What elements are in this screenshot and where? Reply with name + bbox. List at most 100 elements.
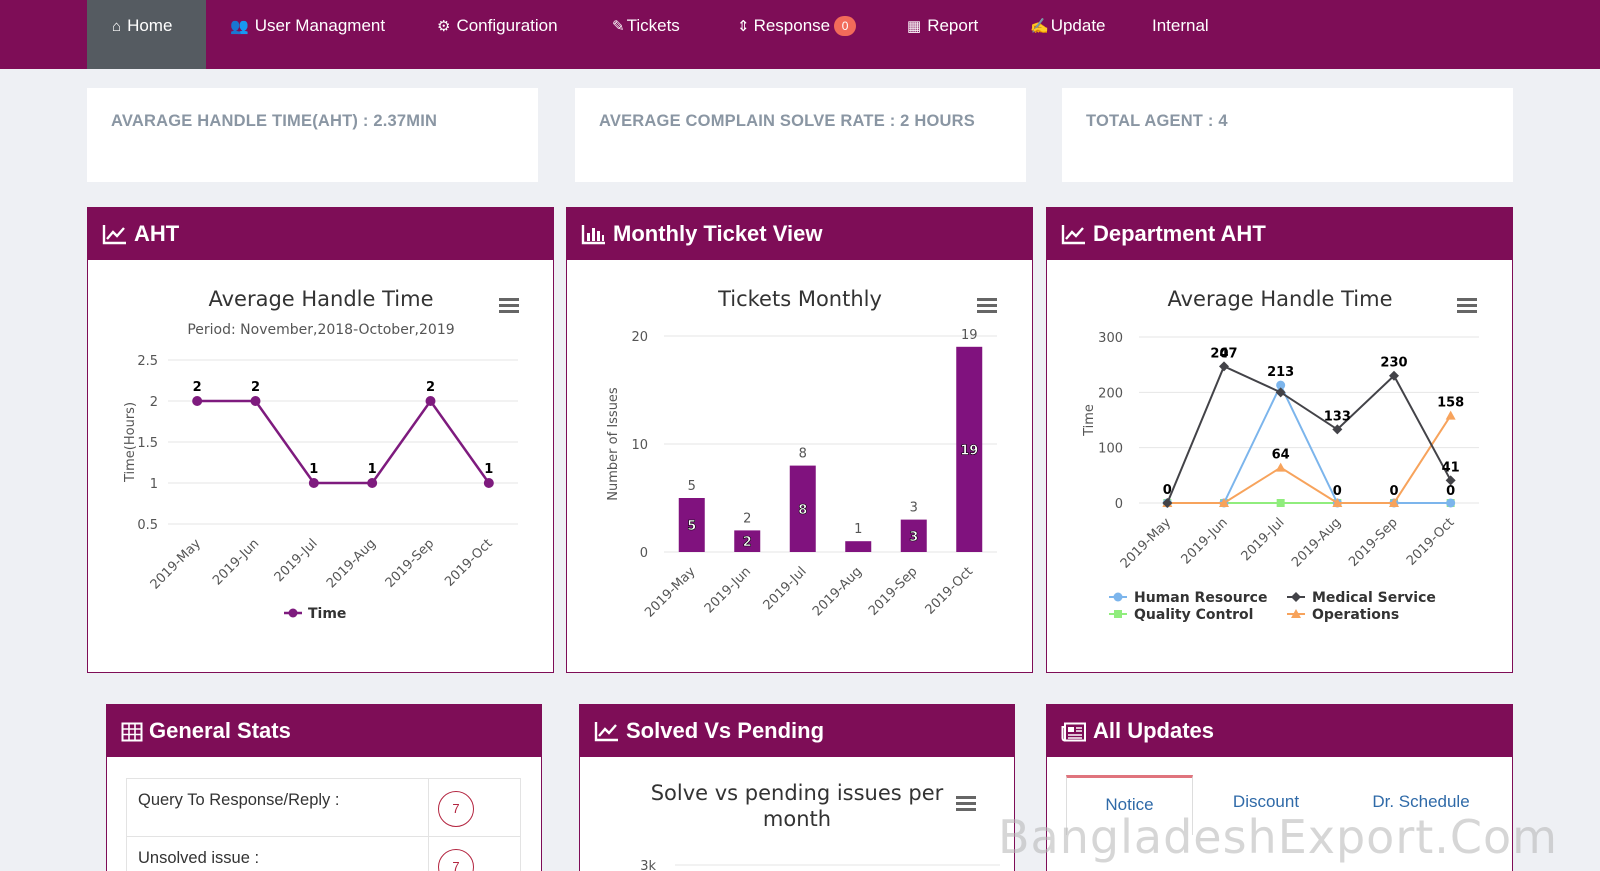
y-tick-label: 1.5	[137, 436, 158, 451]
chart-menu-icon[interactable]	[956, 796, 976, 811]
stat-count-badge: 7	[438, 791, 474, 827]
bar-inner-label: 5	[687, 519, 696, 534]
tab-notice[interactable]: Notice	[1066, 775, 1193, 835]
nav-response[interactable]: ⇕ Response 0	[737, 0, 857, 69]
data-point	[1389, 498, 1399, 507]
nav-update[interactable]: ✍ Update	[1030, 0, 1106, 69]
response-count-badge: 0	[834, 16, 857, 36]
chart-menu-icon[interactable]	[499, 298, 519, 313]
general-stats-panel-header: General Stats	[107, 705, 541, 757]
chart-menu-icon[interactable]	[1457, 298, 1477, 313]
users-icon: 👥	[230, 18, 249, 35]
data-point	[1446, 498, 1456, 508]
y-tick-label: 20	[631, 330, 648, 345]
data-label: 0	[1163, 483, 1172, 498]
bar	[678, 498, 705, 552]
bar-inner-label: 8	[798, 503, 807, 518]
monthly-ticket-panel-header: Monthly Ticket View	[567, 208, 1032, 260]
legend-marker	[288, 608, 298, 618]
nav-tickets[interactable]: ✎ Tickets	[612, 0, 680, 69]
nav-home[interactable]: ⌂ Home	[87, 0, 206, 69]
x-tick-label: 2019-Jul	[761, 564, 810, 613]
solve-rate-stat-text: AVERAGE COMPLAIN SOLVE RATE : 2 HOURS	[599, 112, 975, 130]
tab-discount[interactable]: Discount	[1232, 792, 1300, 811]
general-stats-table: Query To Response/Reply : 7 Unsolved iss…	[126, 778, 521, 871]
line-chart-icon	[1061, 212, 1087, 264]
y-axis-label: Time	[1082, 404, 1097, 437]
data-label: 41	[1442, 460, 1460, 475]
data-point	[425, 396, 436, 406]
data-label: 0	[1333, 484, 1342, 499]
data-label: 64	[1272, 448, 1290, 463]
series-line-time	[197, 398, 490, 485]
x-tick-label: 2019-Jun	[210, 536, 262, 588]
nav-report-label: Report	[927, 16, 979, 35]
data-label: 247	[1210, 346, 1237, 361]
y-tick-label: 2	[150, 395, 158, 410]
bar	[734, 530, 761, 552]
data-label: 2	[426, 380, 435, 395]
data-label: 3	[910, 501, 918, 516]
nav-report[interactable]: ▦ Report	[907, 0, 978, 69]
y-tick-label: 0	[1115, 497, 1123, 512]
data-label: 8	[799, 447, 807, 462]
bar	[845, 541, 872, 552]
agents-stat-text: TOTAL AGENT : 4	[1086, 112, 1228, 130]
x-tick-label: 2019-Sep	[1346, 515, 1401, 570]
series-line	[1166, 364, 1452, 504]
data-label: 133	[1324, 409, 1351, 424]
data-label: 2	[251, 380, 260, 395]
data-label: 0	[1219, 346, 1228, 361]
x-tick-label: 2019-Aug	[324, 536, 379, 591]
x-tick-label: 2019-May	[642, 564, 699, 621]
data-point	[1332, 498, 1343, 507]
stat-label: Unsolved issue :	[138, 849, 260, 867]
x-tick-label: 2019-Jul	[1239, 515, 1288, 564]
data-point	[1389, 370, 1399, 381]
bar-inner-label: 3	[909, 530, 918, 545]
nav-configuration[interactable]: ⚙ Configuration	[437, 0, 558, 69]
data-point	[1276, 380, 1286, 390]
solved-vs-pending-panel-title: Solved Vs Pending	[626, 718, 825, 743]
data-point	[1445, 475, 1456, 486]
data-label: 213	[1267, 365, 1294, 380]
data-point	[1219, 361, 1229, 372]
legend-marker	[1291, 592, 1301, 602]
y-tick-label: 2.5	[137, 354, 158, 369]
aht-stat-card: AVARAGE HANDLE TIME(AHT) : 2.37MIN	[87, 88, 538, 182]
chart-menu-icon[interactable]	[977, 298, 997, 313]
general-stats-panel: General Stats Query To Response/Reply : …	[106, 704, 542, 871]
gear-icon: ⚙	[437, 18, 451, 35]
bar-inner-label: 2	[743, 535, 752, 550]
data-point	[367, 478, 378, 488]
legend-item: Quality Control	[1134, 607, 1253, 623]
legend-marker	[1113, 592, 1123, 602]
tab-dr-schedule[interactable]: Dr. Schedule	[1372, 792, 1470, 811]
department-aht-panel-title: Department AHT	[1093, 221, 1266, 246]
newspaper-icon	[1061, 709, 1087, 761]
aht-panel-header: AHT	[88, 208, 553, 260]
department-aht-panel-header: Department AHT	[1047, 208, 1512, 260]
table-icon	[121, 709, 143, 761]
y-axis-label: Number of Issues	[606, 387, 621, 501]
tag-icon: ✎	[612, 18, 625, 35]
y-tick-label: 200	[1098, 386, 1123, 401]
line-chart-icon	[594, 709, 620, 761]
nav-internal[interactable]: Internal	[1152, 0, 1209, 69]
chart-title-line2: month	[763, 807, 831, 831]
chart-title: Average Handle Time	[1167, 287, 1392, 311]
all-updates-panel-header: All Updates	[1047, 705, 1512, 757]
data-point	[192, 396, 203, 406]
y-tick-label: 10	[631, 438, 648, 453]
data-label: 1	[854, 522, 862, 537]
data-point	[1275, 387, 1286, 398]
watermark: BangladeshExport.Com	[998, 810, 1558, 864]
table-row: Unsolved issue : 7	[127, 837, 520, 871]
data-label: 2	[193, 380, 202, 395]
nav-user-management[interactable]: 👥 User Managment	[230, 0, 385, 69]
legend-item: Human Resource	[1134, 590, 1267, 606]
x-tick-label: 2019-Sep	[866, 564, 921, 619]
chart-subtitle: Period: November,2018-October,2019	[187, 322, 454, 338]
y-tick-label: 3k	[640, 859, 656, 871]
